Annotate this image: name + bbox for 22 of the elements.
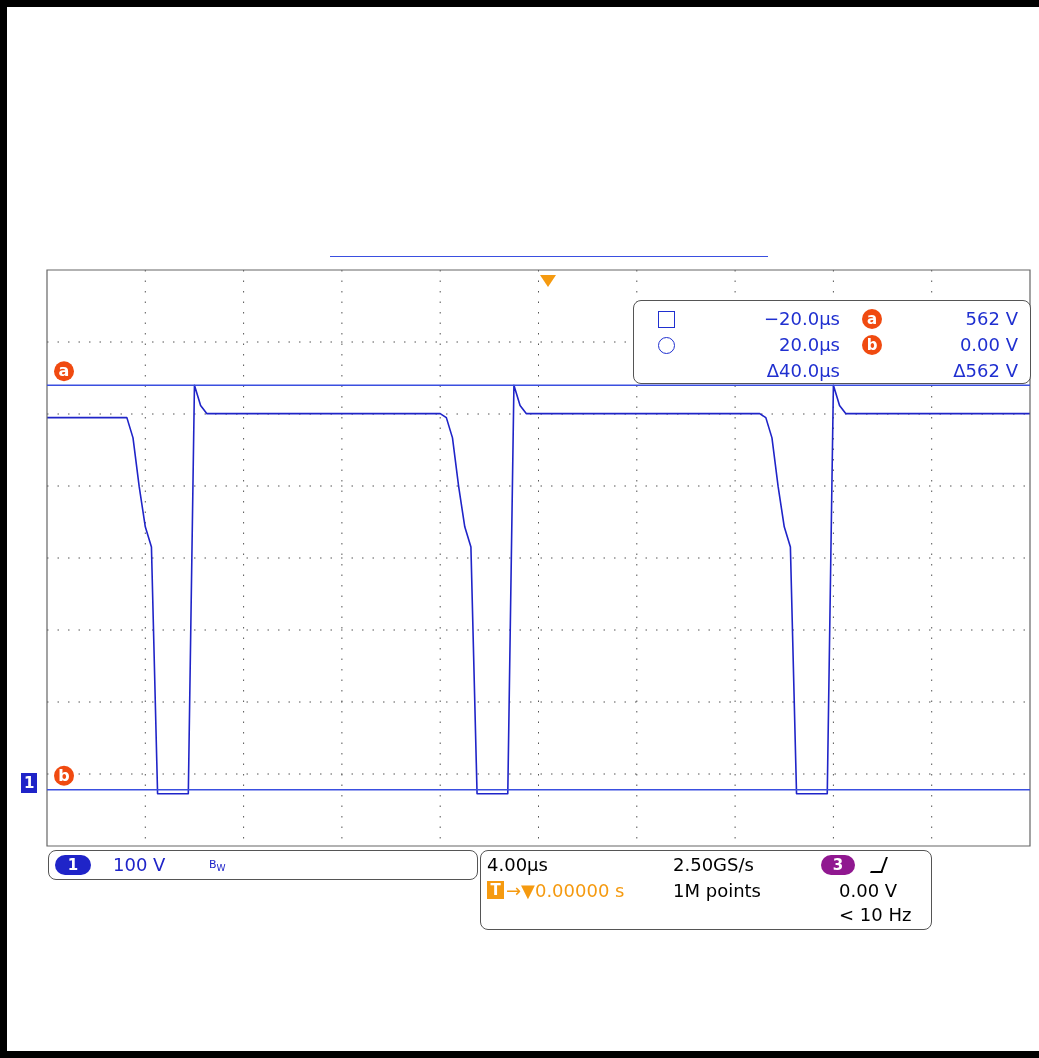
text: 4.00µs — [487, 854, 548, 875]
text: a — [866, 310, 878, 328]
text: −20.0µs — [764, 308, 840, 329]
text: 562 V — [965, 308, 1018, 329]
text: →▼0.00000 s — [506, 880, 625, 901]
text: 1 — [67, 856, 79, 874]
text: 3 — [821, 855, 855, 875]
text: 2.50GS/s — [673, 854, 754, 875]
text: 1 — [21, 772, 38, 793]
ref-line-label: b — [58, 765, 70, 785]
text: 0.00 V — [839, 880, 898, 901]
text: Δ562 V — [953, 360, 1018, 381]
text: 20.0µs — [779, 334, 840, 355]
text: 100 V — [113, 854, 166, 875]
text: 0.00 V — [959, 334, 1018, 355]
text: T — [487, 881, 504, 899]
text: b — [866, 336, 878, 354]
text: Δ40.0µs — [766, 360, 840, 381]
ref-line-label: a — [58, 361, 70, 381]
text: < 10 Hz — [839, 904, 912, 925]
text: B$_{W}$ — [209, 857, 226, 876]
text: 1M points — [673, 880, 761, 901]
